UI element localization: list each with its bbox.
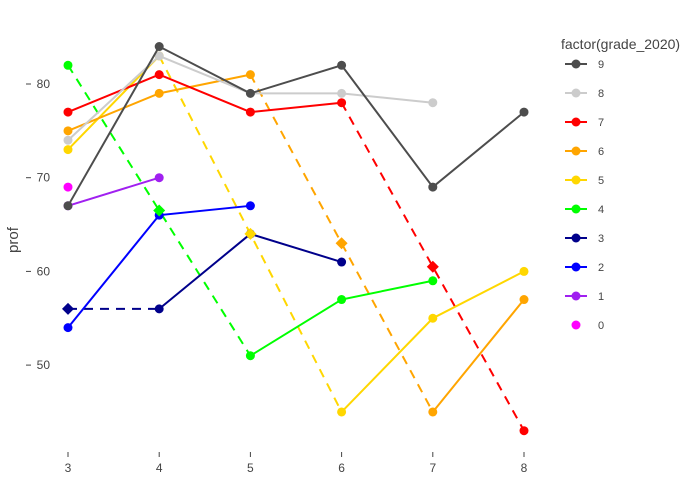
data-point-9 <box>245 88 255 98</box>
legend-marker <box>571 59 581 69</box>
data-point-4 <box>337 295 347 305</box>
x-tick-label: 4 <box>156 461 163 475</box>
series-line-9 <box>67 45 525 207</box>
y-axis-label: prof <box>5 226 22 253</box>
legend-marker <box>571 204 581 214</box>
data-point-4 <box>428 276 438 286</box>
legend-marker <box>571 175 581 185</box>
data-point-2 <box>63 323 73 333</box>
legend-marker <box>571 88 581 98</box>
data-point-3 <box>154 304 164 314</box>
data-point-7 <box>154 70 164 80</box>
data-point-8 <box>428 98 438 108</box>
series-line-3 <box>158 232 342 310</box>
y-tick-label: 60 <box>37 264 51 278</box>
data-point-8 <box>337 88 347 98</box>
x-tick-label: 6 <box>338 461 345 475</box>
data-point-1 <box>154 173 164 183</box>
legend-title: factor(grade_2020) <box>561 36 680 52</box>
data-point-0 <box>63 182 73 192</box>
legend-label: 8 <box>598 88 604 100</box>
data-point-7 <box>245 107 255 117</box>
legend-label: 0 <box>598 320 604 332</box>
x-tick-label: 7 <box>429 461 436 475</box>
legend-label: 2 <box>598 262 604 274</box>
diamond-marker <box>244 227 257 240</box>
data-point-5 <box>337 407 347 417</box>
data-point-5 <box>519 266 529 276</box>
legend-label: 5 <box>598 175 604 187</box>
legend-label: 9 <box>598 59 604 71</box>
data-point-8 <box>63 135 73 145</box>
data-point-4 <box>63 60 73 70</box>
data-point-7 <box>519 426 529 436</box>
diamond-marker <box>153 204 166 217</box>
data-point-6 <box>519 295 529 305</box>
data-point-2 <box>245 201 255 211</box>
data-point-6 <box>428 407 438 417</box>
legend-marker <box>571 320 581 330</box>
data-point-9 <box>154 42 164 52</box>
data-point-6 <box>154 88 164 98</box>
legend-marker <box>571 146 581 156</box>
y-tick-label: 50 <box>37 358 51 372</box>
data-point-8 <box>154 51 164 61</box>
data-point-9 <box>519 107 529 117</box>
series-line-8 <box>67 54 433 141</box>
data-point-9 <box>428 182 438 192</box>
legend-marker <box>571 291 581 301</box>
diamond-marker <box>426 260 439 273</box>
legend-label: 7 <box>598 117 604 129</box>
data-point-5 <box>63 145 73 155</box>
data-point-9 <box>63 201 73 211</box>
diamond-marker <box>335 237 348 250</box>
series-line-6 <box>432 298 525 413</box>
y-tick-label: 80 <box>37 77 51 91</box>
dashed-line <box>340 102 525 432</box>
diamond-marker <box>62 302 74 315</box>
data-point-7 <box>63 107 73 117</box>
legend-label: 3 <box>598 233 604 245</box>
data-point-7 <box>337 98 347 108</box>
legend-marker <box>571 117 581 127</box>
data-point-3 <box>337 257 347 267</box>
legend-label: 6 <box>598 146 604 158</box>
data-point-4 <box>245 351 255 361</box>
data-point-6 <box>245 70 255 80</box>
data-point-5 <box>428 313 438 323</box>
legend-label: 4 <box>598 204 604 216</box>
x-tick-label: 3 <box>65 461 72 475</box>
legend-marker <box>571 233 581 243</box>
data-point-9 <box>337 60 347 70</box>
series-line-1 <box>67 176 160 207</box>
legend-marker <box>571 262 581 272</box>
x-tick-label: 5 <box>247 461 254 475</box>
x-tick-label: 8 <box>521 461 528 475</box>
legend-label: 1 <box>598 291 604 303</box>
y-tick-label: 70 <box>37 171 51 185</box>
series-line-4 <box>249 279 434 357</box>
series-line-7 <box>67 73 342 114</box>
data-point-6 <box>63 126 73 136</box>
